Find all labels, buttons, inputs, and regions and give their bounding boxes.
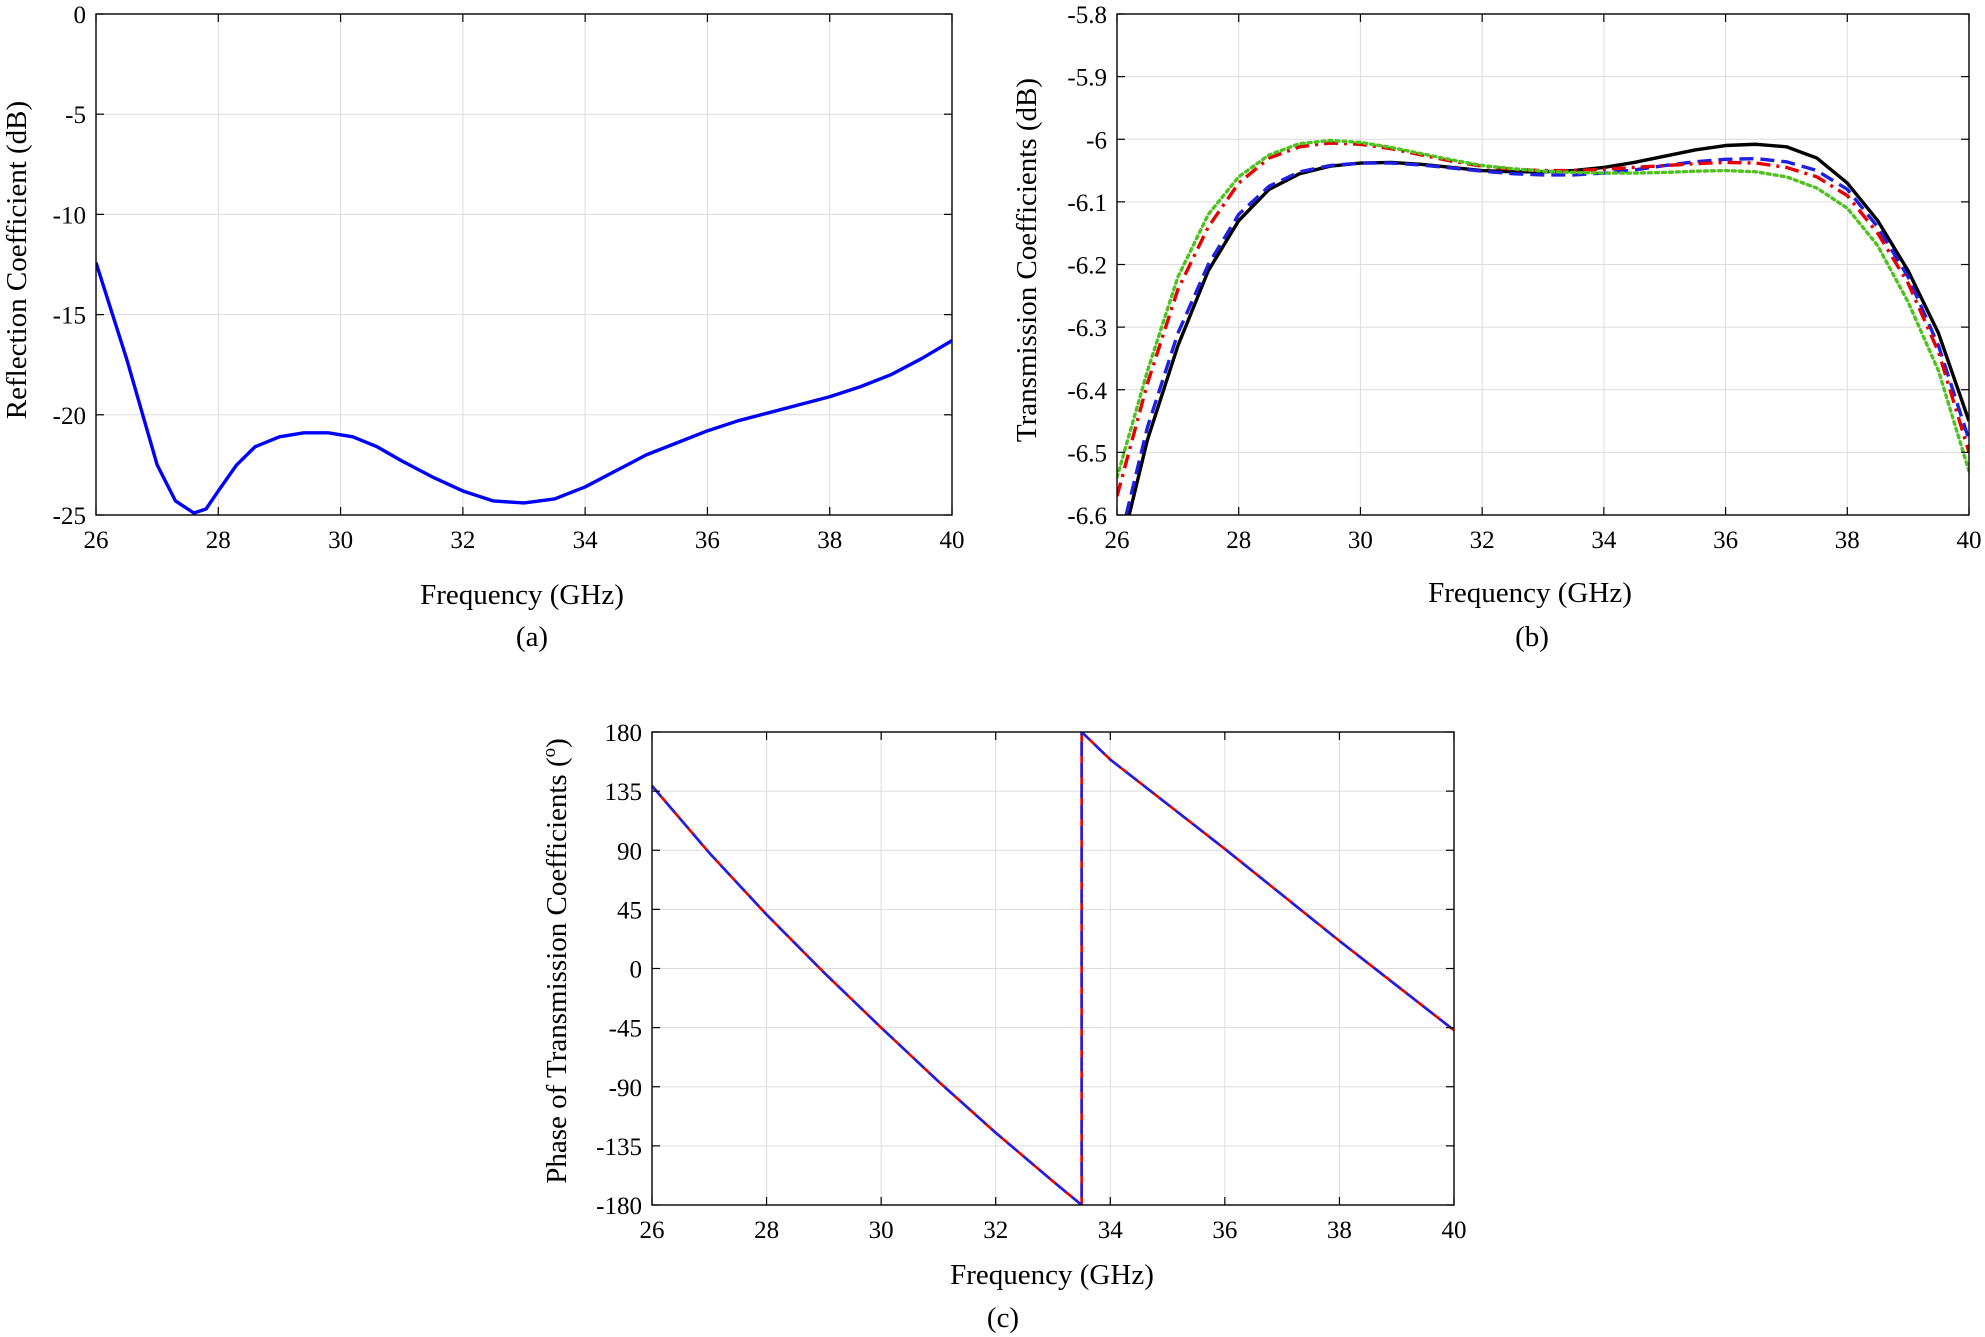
panel-b-y-axis-label: Transmission Coefficients (dB) [1011,78,1043,442]
panel-c-y-tick-label: 45 [617,897,642,924]
panel-b-y-tick-label: -6.6 [1067,503,1107,530]
panel-b-sublabel: (b) [1515,621,1549,653]
panel-b-x-tick-label: 28 [1226,527,1251,554]
panel-b-y-tick-label: -6.4 [1067,378,1107,405]
panel-a-plot-area [96,261,952,515]
panel-c-y-tick-label: -45 [609,1016,642,1043]
panel-c-y-axis-label-degree: o [539,748,560,758]
panel-c-y-tick-label: 0 [630,957,643,984]
panel-c-x-tick-label: 26 [640,1217,665,1244]
panel-c-x-tick-label: 34 [1098,1217,1124,1244]
panel-b-y-tick-label: -6.1 [1067,190,1107,217]
panel-c-x-tick-label: 40 [1442,1217,1467,1244]
panel-b-y-tick-label: -6.3 [1067,315,1107,342]
panel-c-x-tick-label: 38 [1327,1217,1352,1244]
panel-a-x-tick-label: 36 [695,527,720,554]
panel-c-y-tick-label: 180 [605,720,643,747]
panel-c-x-tick-label: 36 [1212,1217,1237,1244]
panel-b-y-tick-label: -5.8 [1067,2,1107,29]
panel-b-x-tick-label: 40 [1957,527,1982,554]
panel-a-y-tick-label: -25 [53,503,86,530]
panel-a-y-axis-label: Reflection Coefficient (dB) [1,101,33,419]
panel-a-y-tick-label: -15 [53,303,86,330]
panel-c-y-tick-label: -90 [609,1075,642,1102]
panel-a-y-tick-label: 0 [74,2,87,29]
panel-c-sublabel: (c) [987,1302,1019,1334]
panel-a-x-tick-label: 38 [817,527,842,554]
panel-b-x-tick-label: 34 [1591,527,1617,554]
panel-a-y-tick-label: -5 [65,102,86,129]
panel-b-x-tick-label: 30 [1348,527,1373,554]
panel-c-x-tick-label: 32 [983,1217,1008,1244]
panel-c-phase-chart: 26 28 30 32 34 36 38 40 180 135 90 45 0 -45 -90 -135 -18… [539,720,1467,1334]
panel-a-axes-frame [95,13,953,516]
panel-c-x-tick-label: 30 [869,1217,894,1244]
panel-b-x-tick-label: 36 [1713,527,1738,554]
panel-a-x-tick-label: 26 [84,527,109,554]
panel-b-transmission-coefficients-chart: 26 28 30 32 34 36 38 40 -5.8 -5.9 -6 -6.1 -6.2 -6.3 -6… [1011,2,1982,653]
panel-b-series-3-line [1117,141,1969,497]
panel-a-x-axis-label: Frequency (GHz) [420,579,624,611]
panel-a-series-1-line [96,261,952,515]
panel-a-x-tick-label: 40 [940,527,965,554]
panel-c-y-axis-label: Phase of Transmission Coefficients (o) [539,738,573,1184]
panel-a-x-tick-label: 34 [573,527,599,554]
panel-b-y-tick-label: -6.5 [1067,440,1107,467]
panel-a-y-tick-label: -20 [53,403,86,430]
panel-c-y-axis-label-main: Phase of Transmission Coefficients ( [541,757,573,1183]
panel-c-x-tick-label: 28 [754,1217,779,1244]
panel-c-y-tick-label: 135 [605,779,643,806]
panel-c-x-axis-label: Frequency (GHz) [950,1259,1154,1291]
panel-c-y-tick-label: -180 [596,1193,642,1220]
panel-a-reflection-coefficient-chart: 26 28 30 32 34 36 38 40 0 -5 -10 -15 -20 -25 Frequenc… [1,2,965,653]
panel-c-series-2-line [652,732,1454,1205]
panel-a-x-tick-label: 32 [450,527,475,554]
panel-a-x-tick-label: 28 [206,527,231,554]
panel-b-x-axis-label: Frequency (GHz) [1428,577,1632,609]
panel-b-series-4-line [1117,138,1969,480]
panel-a-sublabel: (a) [516,621,548,653]
panel-b-y-tick-label: -5.9 [1067,65,1107,92]
panel-c-y-axis-label-close: ) [541,738,573,748]
panel-b-x-tick-label: 38 [1835,527,1860,554]
panel-b-plot-area [1117,138,1969,515]
panel-b-x-tick-label: 32 [1470,527,1495,554]
panel-b-y-tick-label: -6.2 [1067,253,1107,280]
panel-a-x-tick-label: 30 [328,527,353,554]
panel-b-x-tick-label: 26 [1105,527,1130,554]
panel-c-y-tick-label: 90 [617,838,642,865]
panel-b-series-2-line [1124,156,1969,515]
panel-b-y-tick-label: -6 [1086,127,1107,154]
panel-a-y-tick-label: -10 [53,202,86,229]
panel-c-y-tick-label: -135 [596,1134,642,1161]
panel-c-plot-area [652,732,1454,1205]
